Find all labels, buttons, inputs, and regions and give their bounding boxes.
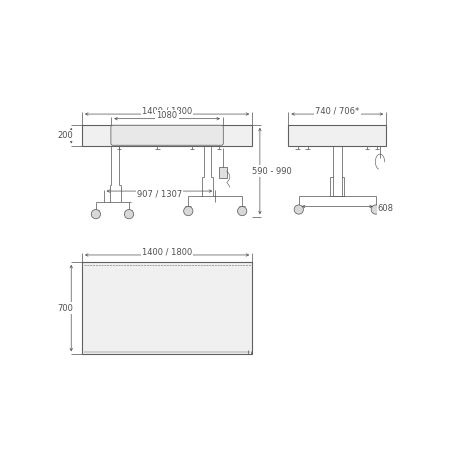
Text: 740 / 706*: 740 / 706* xyxy=(315,107,360,116)
Text: 1080: 1080 xyxy=(157,111,178,120)
Circle shape xyxy=(184,207,193,216)
Text: 907 / 1307: 907 / 1307 xyxy=(137,189,182,198)
Text: 1400 / 1800: 1400 / 1800 xyxy=(142,107,192,116)
Bar xyxy=(288,125,386,146)
Text: 590 - 990: 590 - 990 xyxy=(252,166,291,176)
FancyBboxPatch shape xyxy=(111,125,223,145)
Circle shape xyxy=(238,207,247,216)
Bar xyxy=(219,167,227,178)
Text: 200: 200 xyxy=(57,131,73,140)
Bar xyxy=(82,262,252,354)
Circle shape xyxy=(294,205,303,214)
Circle shape xyxy=(124,210,134,219)
Text: 700: 700 xyxy=(57,304,73,313)
Circle shape xyxy=(371,205,380,214)
Text: 1400 / 1800: 1400 / 1800 xyxy=(142,248,192,256)
Text: 608: 608 xyxy=(378,204,394,213)
Circle shape xyxy=(91,210,100,219)
Bar xyxy=(82,125,252,146)
